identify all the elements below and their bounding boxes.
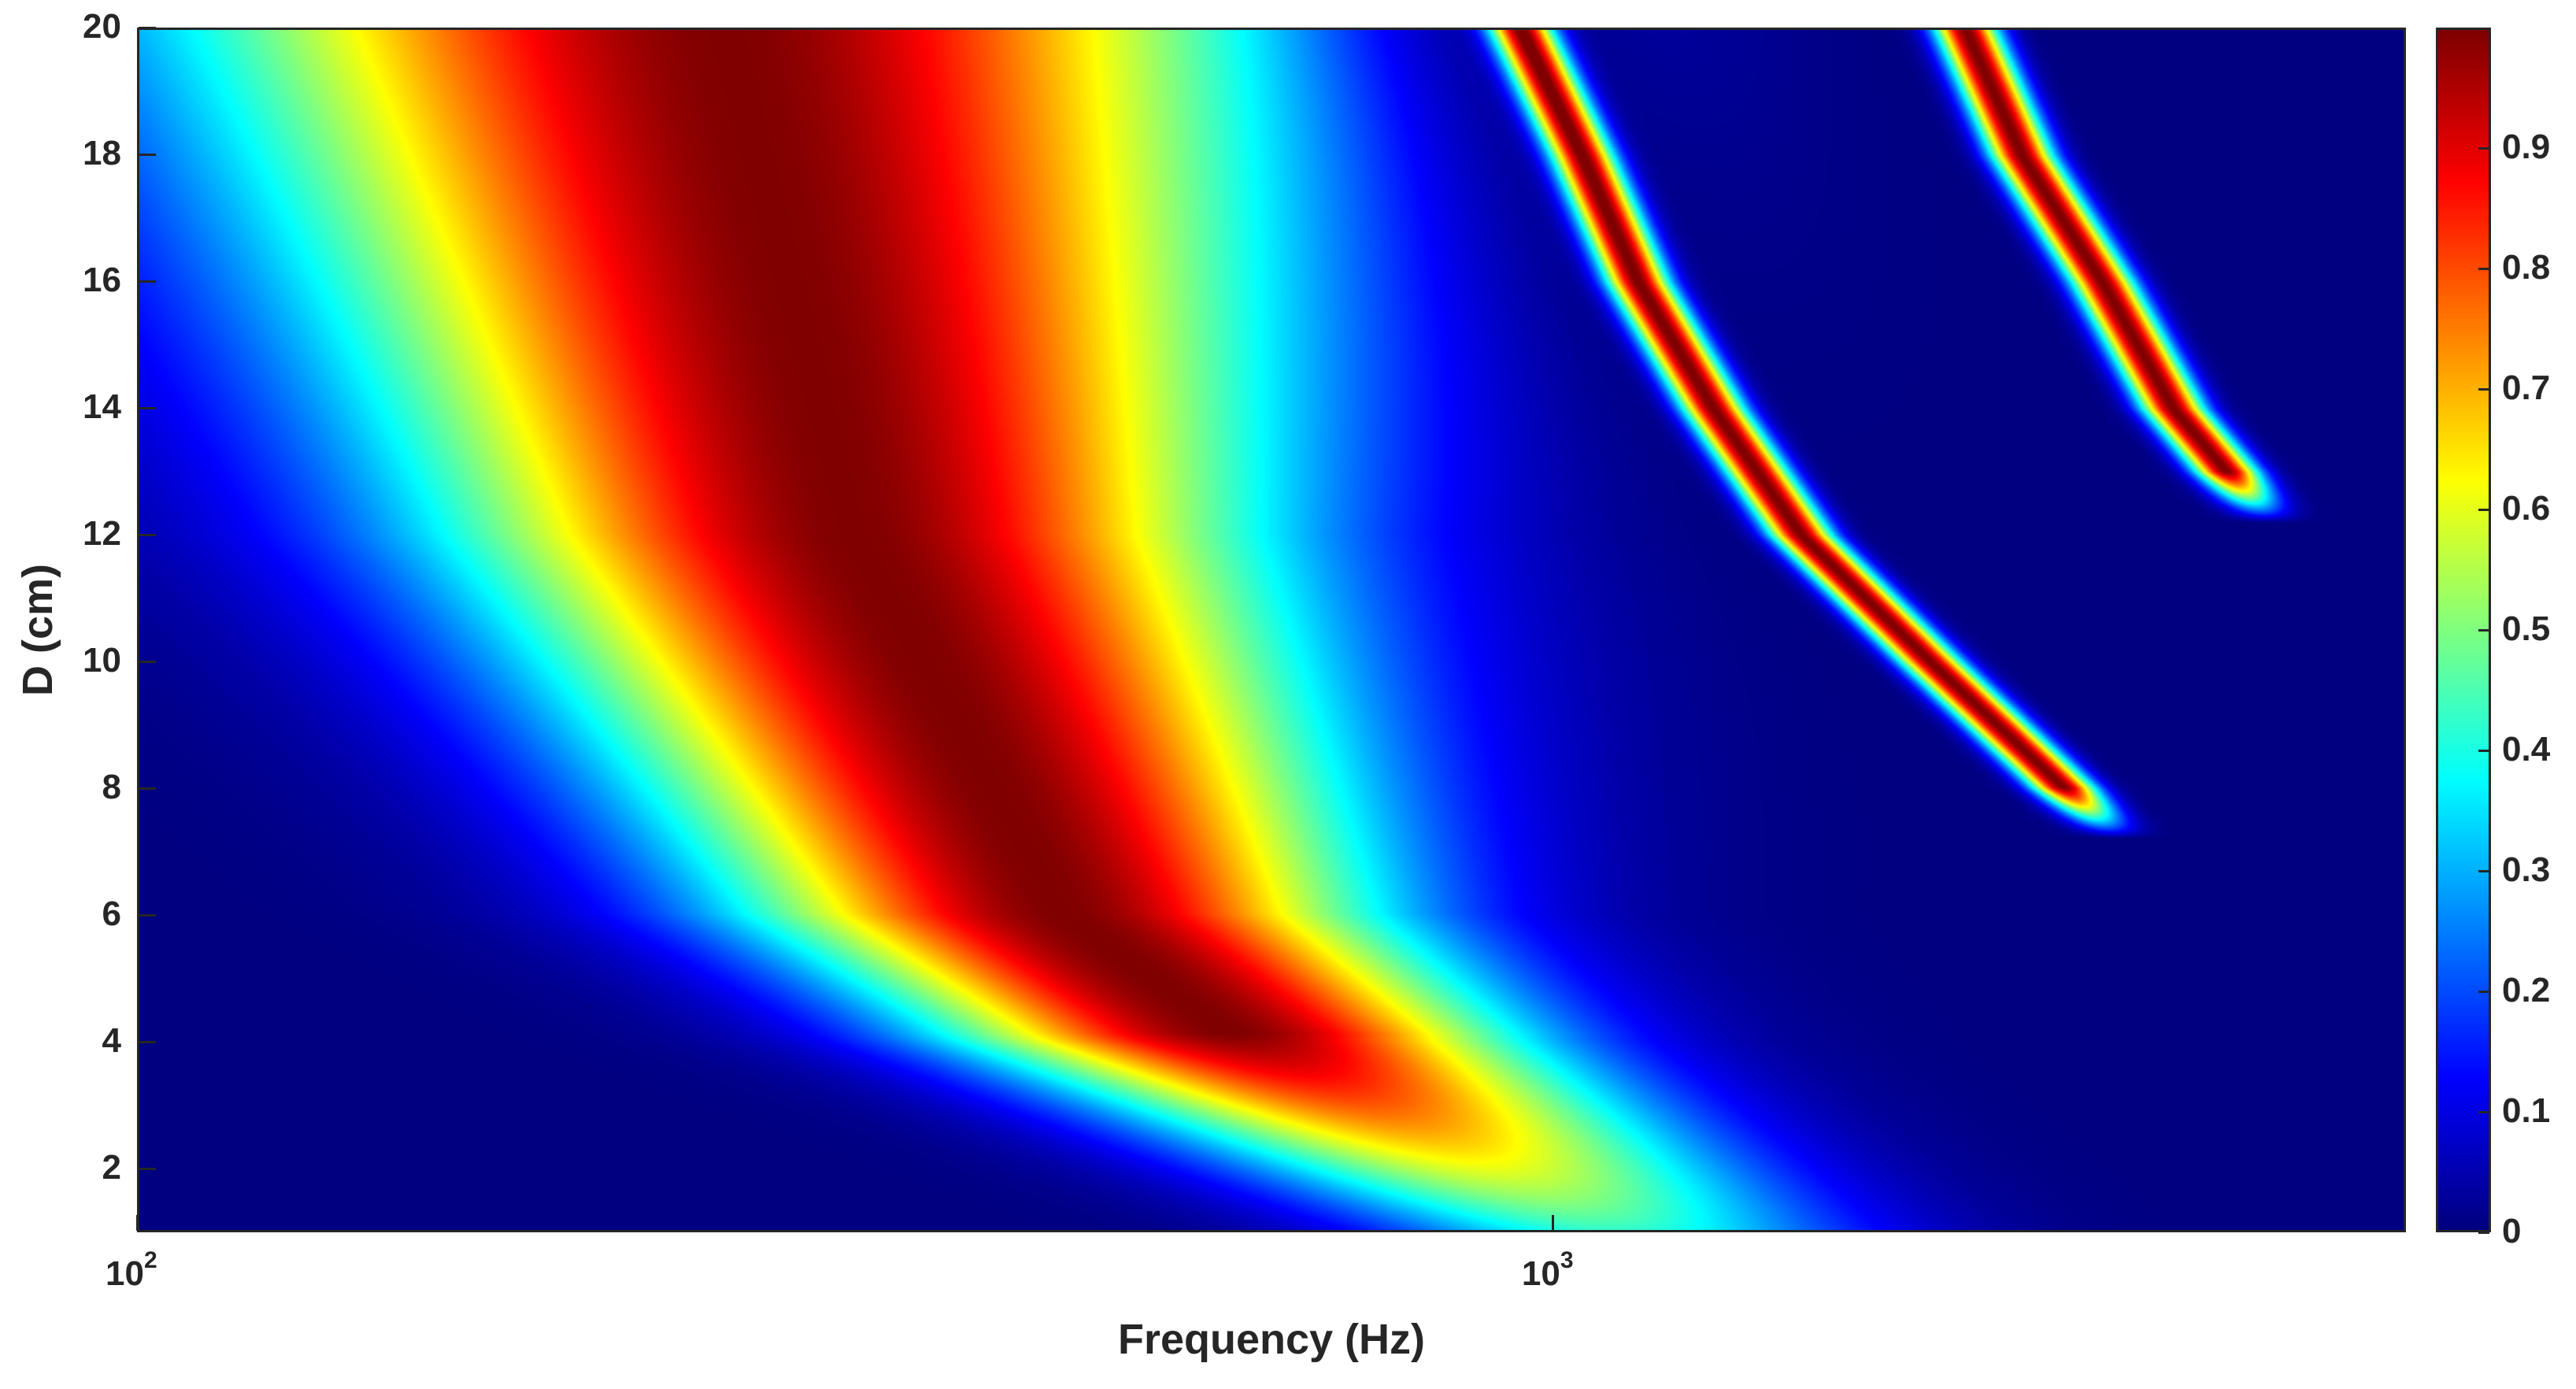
y-tick-label: 8: [102, 768, 121, 807]
y-tick-mark: [139, 280, 156, 283]
colorbar-tick-mark: [2478, 628, 2489, 632]
x-tick-mark: [135, 1215, 139, 1231]
y-tick-mark: [139, 26, 156, 29]
colorbar-tick-mark: [2478, 1110, 2489, 1113]
y-tick-mark: [139, 1040, 156, 1043]
heatmap-image: [139, 30, 2404, 1230]
x-tick-label: 102: [105, 1247, 157, 1293]
colorbar-tick-mark: [2478, 1231, 2489, 1234]
colorbar-tick-label: 0.7: [2502, 369, 2551, 407]
colorbar-tick-mark: [2478, 508, 2489, 511]
y-tick-label: 12: [83, 514, 121, 554]
colorbar-tick-label: 0.5: [2502, 609, 2551, 648]
colorbar-tick-label: 0.6: [2502, 489, 2551, 528]
colorbar-tick-label: 0.8: [2502, 248, 2551, 287]
x-tick-label: 103: [1521, 1247, 1574, 1293]
y-tick-label: 6: [102, 895, 121, 934]
x-tick-mark: [1552, 1215, 1555, 1231]
colorbar-tick-mark: [2478, 267, 2489, 270]
heatmap-plot-area: [137, 28, 2406, 1232]
colorbar-tick-mark: [2478, 387, 2489, 391]
y-tick-mark: [139, 1167, 156, 1170]
x-axis-label: Frequency (Hz): [1117, 1316, 1426, 1363]
colorbar-tick-label: 0.9: [2502, 128, 2551, 166]
y-tick-label: 18: [83, 134, 121, 173]
y-tick-mark: [139, 533, 156, 536]
colorbar-tick-mark: [2478, 146, 2489, 150]
y-tick-label: 14: [83, 387, 121, 427]
colorbar-tick-mark: [2478, 990, 2489, 993]
y-tick-mark: [139, 153, 156, 156]
y-axis-label: D (cm): [14, 563, 61, 697]
y-tick-label: 10: [83, 641, 121, 680]
colorbar-tick-label: 0.2: [2502, 971, 2551, 1009]
y-tick-mark: [139, 660, 156, 663]
y-tick-label: 20: [83, 7, 121, 46]
colorbar-tick-label: 0.1: [2502, 1091, 2551, 1130]
colorbar-tick-mark: [2478, 869, 2489, 872]
colorbar-tick-label: 0.3: [2502, 850, 2551, 889]
y-tick-label: 2: [102, 1148, 121, 1187]
colorbar-tick-label: 0.4: [2502, 730, 2551, 769]
colorbar-tick-label: 0: [2502, 1212, 2522, 1250]
colorbar-tick-mark: [2478, 749, 2489, 752]
y-tick-mark: [139, 406, 156, 409]
y-tick-mark: [139, 787, 156, 790]
y-tick-mark: [139, 913, 156, 917]
y-tick-label: 16: [83, 261, 121, 300]
y-tick-label: 4: [102, 1021, 121, 1061]
